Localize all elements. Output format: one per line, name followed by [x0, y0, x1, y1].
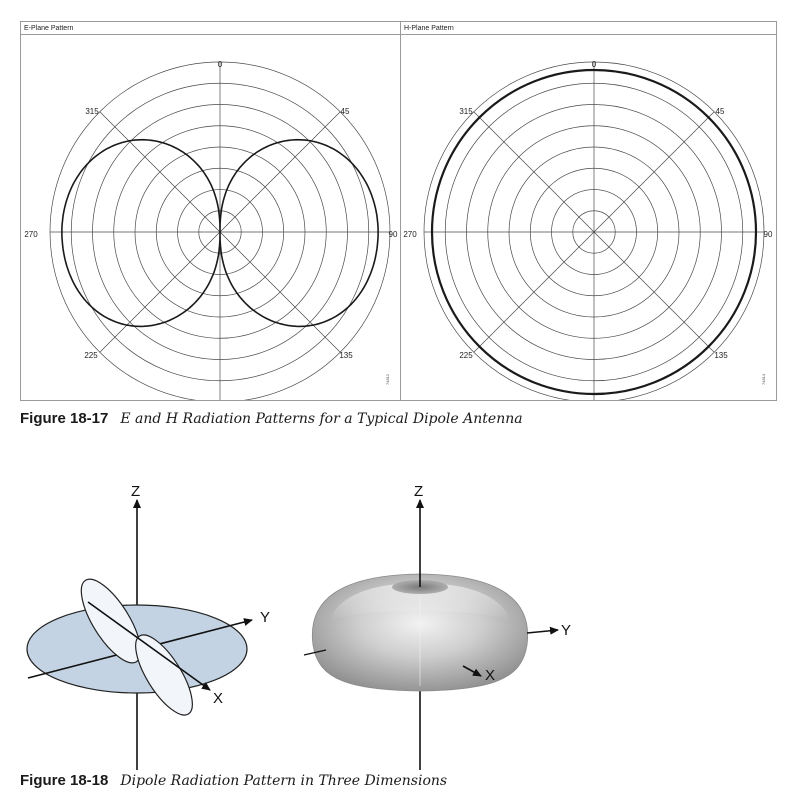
- figure-18-18-text: Dipole Radiation Pattern in Three Dimens…: [120, 773, 448, 789]
- left-x-axis: [87, 601, 211, 691]
- right-y-axis: [526, 626, 559, 635]
- left-3d-pattern: Z Y X: [26, 483, 270, 770]
- h-plane-title: H-Plane Pattern: [401, 22, 776, 35]
- h-plane-panel: H-Plane Pattern 0 45 90 135 180 225 270 …: [400, 21, 777, 401]
- e-label-135: 135: [339, 351, 353, 360]
- h-label-225: 225: [459, 351, 473, 360]
- right-back-axis: [303, 649, 327, 656]
- figure-18-17-caption: Figure 18-17 E and H Radiation Patterns f…: [20, 410, 523, 427]
- e-plane-polar-plot: 0 45 90 135 180 225 270 315 74812: [24, 60, 398, 400]
- e-plane-title: E-Plane Pattern: [21, 22, 401, 35]
- h-label-135: 135: [714, 351, 728, 360]
- left-z-label: Z: [131, 483, 140, 500]
- right-z-label: Z: [414, 483, 423, 500]
- figure-18-17-text: E and H Radiation Patterns for a Typical…: [120, 411, 523, 427]
- figure-18-18-caption: Figure 18-18 Dipole Radiation Pattern in …: [20, 772, 447, 789]
- h-plane-polar-plot: 0 45 90 135 180 225 270 315 74814: [403, 60, 773, 400]
- h-label-315: 315: [459, 107, 473, 116]
- left-x-label: X: [213, 690, 223, 707]
- h-label-45: 45: [716, 107, 725, 116]
- dipole-3d-illustration: Z Y X Z Y X: [26, 483, 571, 770]
- e-plane-pattern-curve: [61, 138, 379, 328]
- e-label-90: 90: [389, 230, 398, 239]
- right-x-label: X: [485, 667, 495, 684]
- left-y-label: Y: [260, 609, 270, 626]
- right-y-label: Y: [561, 622, 571, 639]
- e-side-code: 74812: [385, 373, 390, 385]
- right-3d-pattern: Z Y X: [303, 483, 571, 770]
- h-side-code: 74814: [761, 373, 766, 385]
- e-label-225: 225: [84, 351, 98, 360]
- e-label-0: 0: [218, 60, 223, 69]
- h-label-270: 270: [403, 230, 417, 239]
- figure-18-17-number: Figure 18-17: [20, 410, 109, 427]
- lower-lobe: [135, 634, 193, 716]
- h-label-0: 0: [592, 60, 597, 69]
- right-x-axis: [462, 665, 482, 677]
- e-label-315: 315: [85, 107, 99, 116]
- h-grid-spoke: [473, 111, 715, 353]
- figure-18-18-number: Figure 18-18: [20, 772, 109, 789]
- h-label-90: 90: [764, 230, 773, 239]
- h-plane-pattern-curve: [430, 68, 758, 396]
- h-plane-grid: [423, 61, 765, 400]
- e-plane-panel: E-Plane Pattern 0 45 90 135 180 225 270 …: [20, 21, 402, 401]
- upper-lobe: [80, 578, 142, 664]
- e-label-45: 45: [341, 107, 350, 116]
- e-label-270: 270: [24, 230, 38, 239]
